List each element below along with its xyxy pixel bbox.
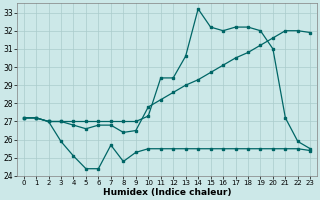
X-axis label: Humidex (Indice chaleur): Humidex (Indice chaleur)	[103, 188, 231, 197]
